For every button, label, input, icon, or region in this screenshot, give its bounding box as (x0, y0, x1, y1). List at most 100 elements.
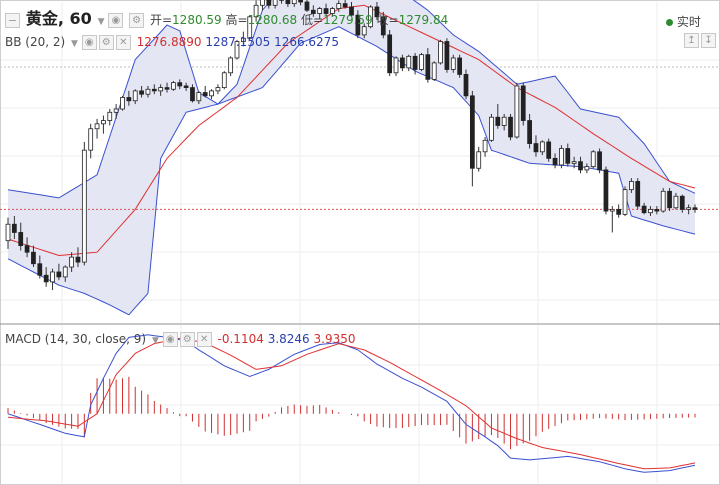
close-icon[interactable]: ✕ (115, 35, 131, 50)
candle (616, 209, 622, 215)
candle (457, 57, 463, 75)
scale-down-icon[interactable]: ↧ (701, 33, 716, 48)
candle (482, 139, 488, 153)
candle (228, 57, 234, 74)
candle (425, 54, 431, 80)
candle (164, 87, 170, 90)
scale-controls: ↥ ↧ (684, 32, 718, 48)
realtime-label: 实时 (676, 15, 701, 29)
candle (43, 274, 49, 283)
candle (559, 148, 564, 166)
candle (660, 190, 666, 212)
candle (380, 16, 386, 36)
open-label: 开= (149, 13, 173, 27)
chevron-down-icon[interactable]: ▼ (151, 336, 159, 346)
low-value: 1279.59 (323, 13, 373, 27)
candle (361, 26, 367, 36)
high-label: 高= (225, 13, 248, 27)
candle (183, 85, 189, 89)
bb-band-fill (8, 0, 695, 315)
candle (323, 8, 329, 14)
candle (546, 141, 552, 159)
candle (374, 6, 380, 18)
eye-icon[interactable]: ◉ (108, 13, 124, 28)
candle (177, 82, 183, 87)
candle (69, 256, 74, 268)
candle (272, 0, 278, 6)
close-label: 收= (376, 13, 399, 27)
candle (597, 151, 602, 171)
candle (393, 57, 399, 74)
candle (590, 151, 596, 168)
candle (469, 95, 475, 169)
candle (81, 149, 87, 263)
candle (31, 251, 36, 265)
candle (24, 245, 30, 253)
candle (476, 151, 482, 169)
candle (692, 207, 698, 210)
candle (126, 97, 132, 102)
candle (151, 88, 157, 92)
eye-icon[interactable]: ◉ (162, 332, 178, 347)
macd-signal-value: 3.9350 (313, 332, 356, 346)
candle (317, 8, 323, 14)
candle (101, 120, 106, 125)
candle (215, 87, 221, 92)
candle (412, 55, 418, 70)
bb-label: BB (20, 2) (5, 35, 66, 49)
candle (514, 85, 520, 138)
candle (132, 90, 138, 102)
candle (527, 120, 532, 144)
candle (247, 16, 253, 39)
gear-icon[interactable]: ⚙ (98, 35, 114, 50)
scale-up-icon[interactable]: ↥ (684, 33, 699, 48)
chevron-down-icon[interactable]: ▼ (97, 17, 105, 27)
macd-label: MACD (14, 30, close, 9) (5, 332, 147, 346)
candle (438, 41, 443, 64)
candle (285, 0, 291, 5)
candle (489, 116, 494, 141)
close-icon[interactable]: ✕ (196, 332, 212, 347)
candle (635, 181, 641, 207)
candle (18, 232, 24, 247)
candle (578, 161, 583, 171)
candle (234, 41, 240, 59)
candle (202, 92, 208, 97)
candle (11, 223, 17, 233)
candle (336, 3, 342, 9)
candle (641, 205, 647, 214)
candle (667, 190, 672, 209)
main-header: − 黄金, 60 ▼ ◉ ⚙ 开=1280.59 高=1280.68 低=127… (5, 11, 448, 30)
candle (37, 263, 43, 276)
eye-icon[interactable]: ◉ (81, 35, 97, 50)
candle (158, 87, 164, 92)
candle (565, 148, 571, 164)
macd-hist-value: -0.1104 (217, 332, 264, 346)
candle (349, 6, 354, 16)
candle (463, 74, 469, 97)
candle (62, 266, 68, 278)
realtime-indicator[interactable]: 实时 (666, 14, 701, 30)
candle (419, 54, 424, 70)
candle (75, 256, 81, 263)
minus-square-icon[interactable]: − (5, 13, 20, 28)
macd-line-value: 3.8246 (267, 332, 310, 346)
candle (520, 85, 526, 121)
bb-lower-value: 1266.6275 (274, 35, 339, 49)
candle (406, 55, 412, 69)
candle (622, 189, 628, 215)
candle (291, 0, 297, 5)
candle (571, 161, 577, 164)
candle (310, 9, 316, 14)
high-value: 1280.68 (247, 13, 298, 27)
candle (196, 92, 202, 102)
bb-mid-value: 1276.8890 (136, 35, 202, 49)
candle (342, 3, 348, 8)
chevron-down-icon[interactable]: ▼ (71, 39, 78, 49)
candle (145, 88, 151, 95)
candle (5, 223, 11, 242)
gear-icon[interactable]: ⚙ (129, 13, 145, 28)
gear-icon[interactable]: ⚙ (179, 332, 195, 347)
candle (94, 123, 100, 130)
